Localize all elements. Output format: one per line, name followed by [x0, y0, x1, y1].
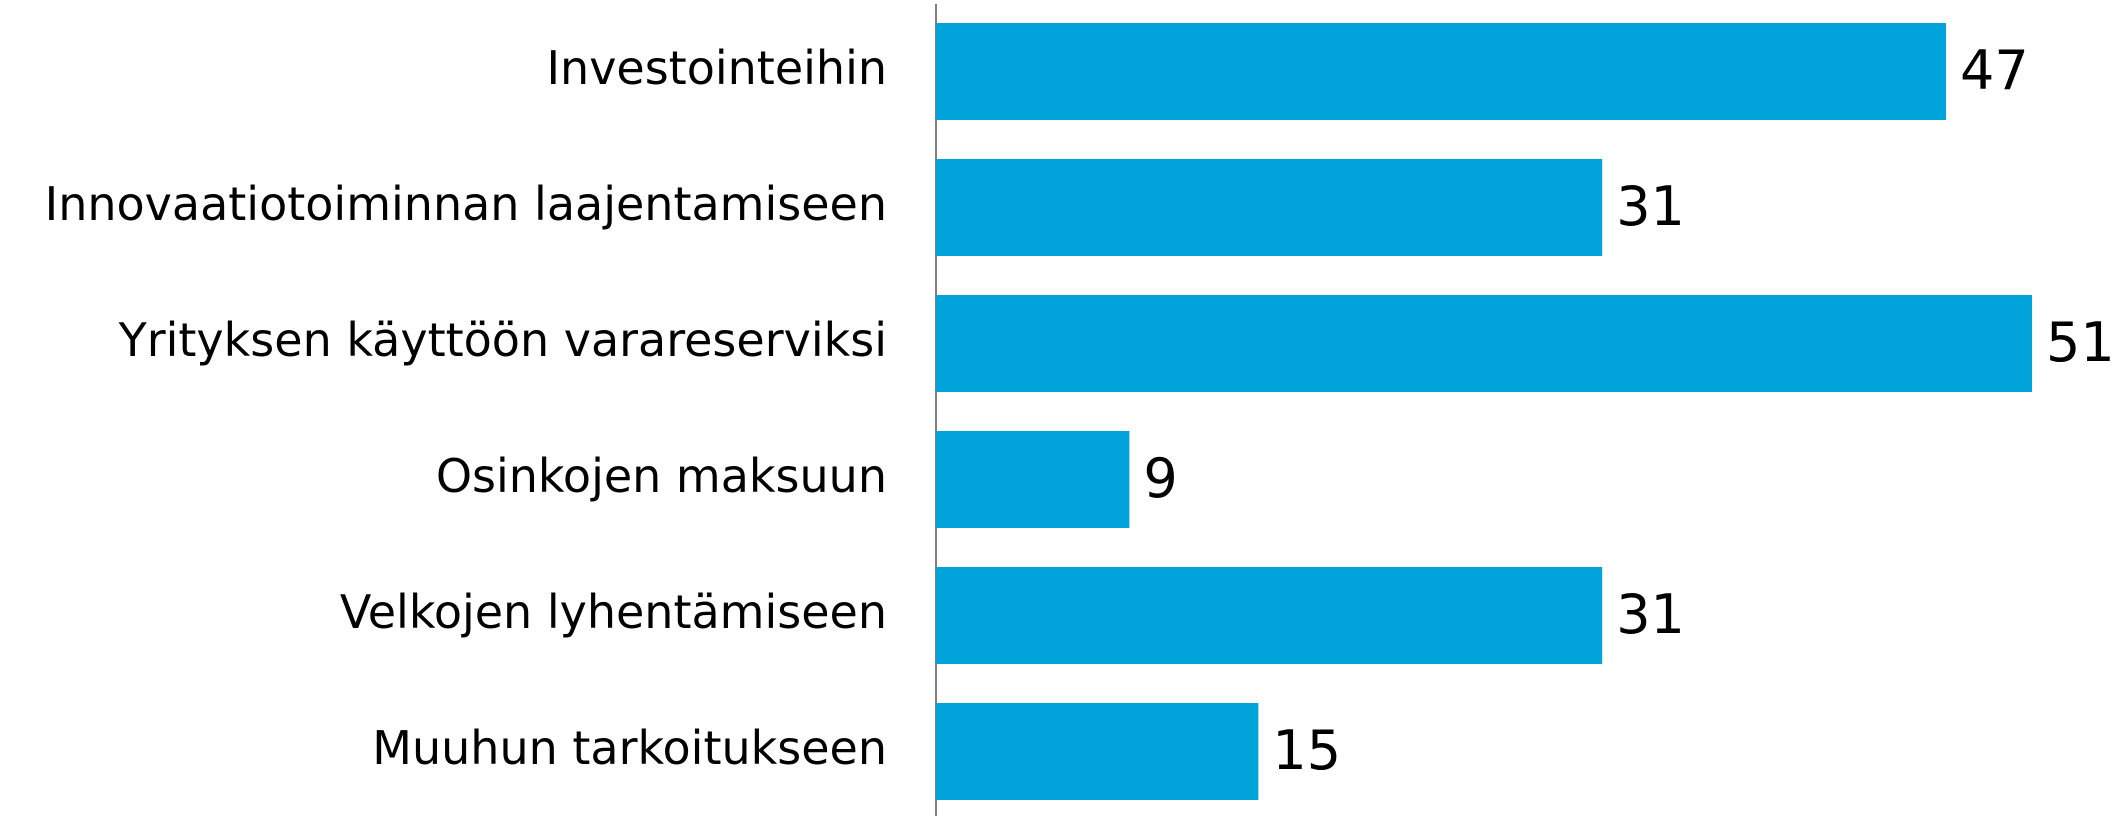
- bar: [936, 295, 2032, 392]
- value-label: 31: [1616, 583, 1685, 646]
- bar: [936, 567, 1603, 664]
- bar: [936, 431, 1130, 528]
- value-label: 47: [1960, 39, 2029, 102]
- value-label: 15: [1272, 719, 1341, 782]
- category-label: Osinkojen maksuun: [436, 449, 887, 503]
- category-label: Velkojen lyhentämiseen: [340, 585, 887, 639]
- category-label: Yrityksen käyttöön varareserviksi: [118, 313, 887, 367]
- bar: [936, 159, 1603, 256]
- bar: [936, 23, 1947, 120]
- category-label: Muuhun tarkoitukseen: [372, 721, 887, 775]
- value-label: 51: [2046, 311, 2115, 374]
- bar: [936, 703, 1259, 800]
- value-label: 31: [1616, 175, 1685, 238]
- value-label: 9: [1143, 447, 1177, 510]
- category-label: Investointeihin: [546, 41, 887, 95]
- category-label: Innovaatiotoiminnan laajentamiseen: [45, 177, 887, 231]
